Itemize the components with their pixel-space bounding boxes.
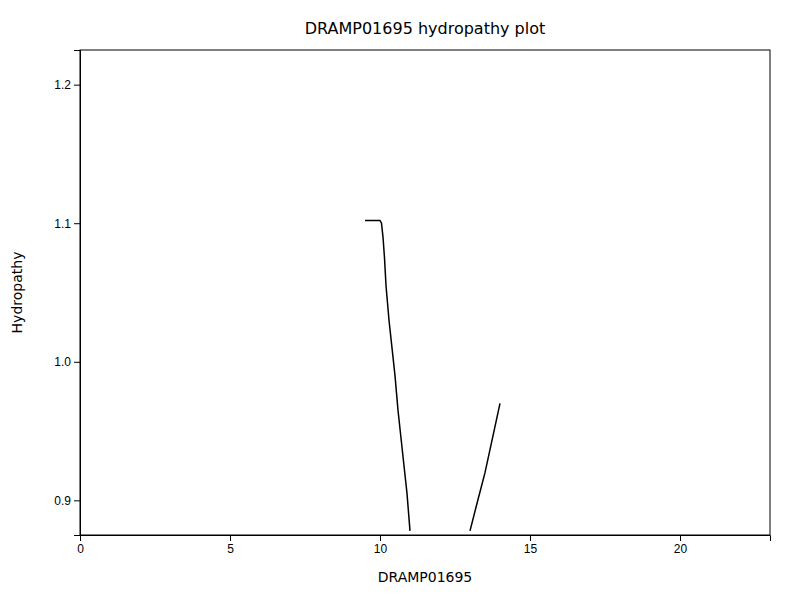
tick: 1.1 xyxy=(54,217,80,231)
title: DRAMP01695 hydropathy plot xyxy=(305,19,546,38)
x-axis: 0 5 10 15 20 xyxy=(77,535,770,556)
tick-mark xyxy=(530,535,531,541)
tick-label: 1.2 xyxy=(54,78,71,92)
tick-label: 15 xyxy=(524,542,538,556)
tick-mark xyxy=(74,362,80,363)
x-axis-title: DRAMP01695 xyxy=(378,569,473,585)
line xyxy=(365,220,410,530)
line xyxy=(470,403,500,530)
tick: 1.0 xyxy=(54,355,80,369)
plot: 0 5 10 15 20 0.9 1.0 1.1 1.2 xyxy=(54,50,770,556)
tick: 1.2 xyxy=(54,78,80,92)
tick-label: 0 xyxy=(77,542,84,556)
tick-label: 20 xyxy=(674,542,688,556)
y-axis: 0.9 1.0 1.1 1.2 xyxy=(54,51,80,536)
chart: 0 5 10 15 20 0.9 1.0 1.1 1.2 DRAMP01695 hydropath… xyxy=(0,0,800,600)
tick-label: 5 xyxy=(227,542,234,556)
tick-mark xyxy=(74,223,80,224)
tick: 0 xyxy=(77,535,84,556)
tick: 20 xyxy=(674,535,688,556)
tick-label: 10 xyxy=(374,542,388,556)
tick-label: 0.9 xyxy=(54,494,71,508)
tick-label: 1.1 xyxy=(54,217,71,231)
tick-mark xyxy=(230,535,231,541)
tick: 0.9 xyxy=(54,494,80,508)
tick-mark xyxy=(74,85,80,86)
axis-line xyxy=(81,536,771,542)
tick-mark xyxy=(380,535,381,541)
axis-line xyxy=(74,51,81,536)
series-group xyxy=(365,220,500,530)
plot-frame xyxy=(80,50,770,535)
tick-mark xyxy=(680,535,681,541)
tick: 15 xyxy=(524,535,538,556)
tick: 10 xyxy=(374,535,388,556)
tick-mark xyxy=(74,500,80,501)
tick-label: 1.0 xyxy=(54,355,71,369)
tick: 5 xyxy=(227,535,234,556)
y-axis-title: Hydropathy xyxy=(9,252,25,334)
